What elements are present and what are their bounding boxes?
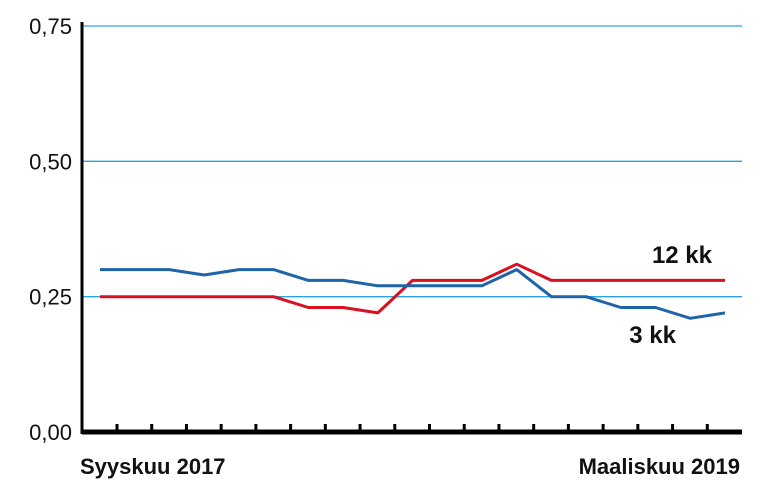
series-lines (100, 262, 726, 320)
x-label-start: Syyskuu 2017 (80, 454, 226, 479)
grid-lines (82, 25, 742, 298)
series-line (100, 268, 726, 320)
axes (80, 22, 742, 435)
series-label-12kk: 12 kk (652, 242, 713, 269)
series-labels: 12 kk 3 kk (629, 242, 712, 349)
series-label-3kk: 3 kk (629, 322, 676, 349)
y-tick-label: 0,75 (29, 14, 72, 39)
x-label-end: Maaliskuu 2019 (579, 454, 740, 479)
y-tick-label: 0,25 (29, 285, 72, 310)
y-tick-label: 0,00 (29, 420, 72, 445)
series-line (100, 262, 725, 315)
y-tick-labels: 0,00 0,25 0,50 0,75 (29, 14, 72, 445)
y-tick-label: 0,50 (29, 149, 72, 174)
